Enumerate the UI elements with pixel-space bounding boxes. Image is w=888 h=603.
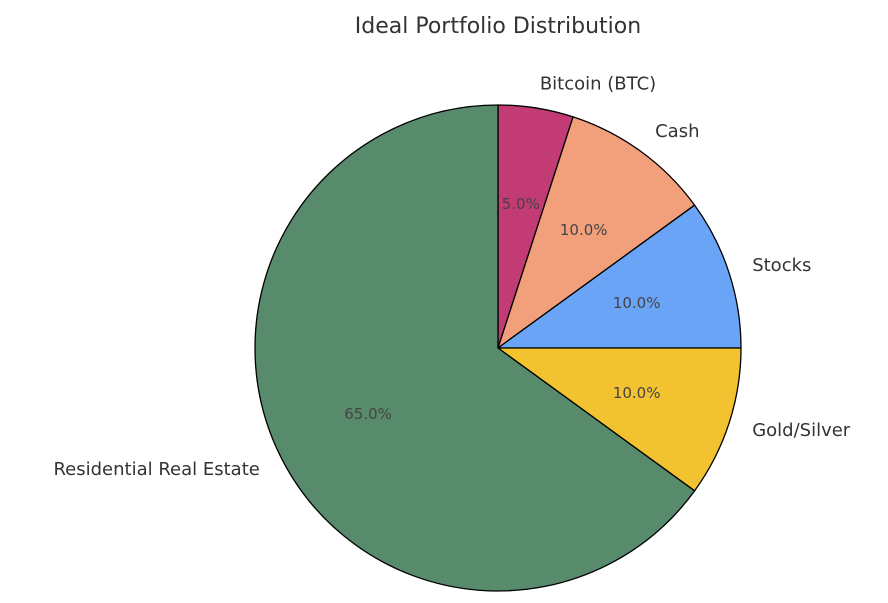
pie-slice-stocks [497,204,742,349]
slice-label-residential-real-estate: Residential Real Estate [53,459,259,480]
pct-label-bitcoin-btc: 5.0% [502,195,540,213]
pie-slice-cash [497,116,696,349]
pie-slice-residential-real-estate [254,104,696,592]
slice-label-stocks: Stocks [752,255,811,276]
pct-label-stocks: 10.0% [613,294,661,312]
chart-title: Ideal Portfolio Distribution [355,14,641,39]
pie-labels: Bitcoin (BTC) 5.0% Cash 10.0% Stocks 10.0% Gol… [53,73,850,479]
slice-label-cash: Cash [655,121,699,142]
pct-label-cash: 10.0% [560,221,608,239]
pct-label-residential-real-estate: 65.0% [344,405,392,423]
pie-slice-gold-silver [497,347,742,492]
pie-slices [254,104,742,592]
slice-label-bitcoin-btc: Bitcoin (BTC) [540,73,656,94]
pct-label-gold-silver: 10.0% [613,384,661,402]
slice-label-gold-silver: Gold/Silver [752,420,851,441]
